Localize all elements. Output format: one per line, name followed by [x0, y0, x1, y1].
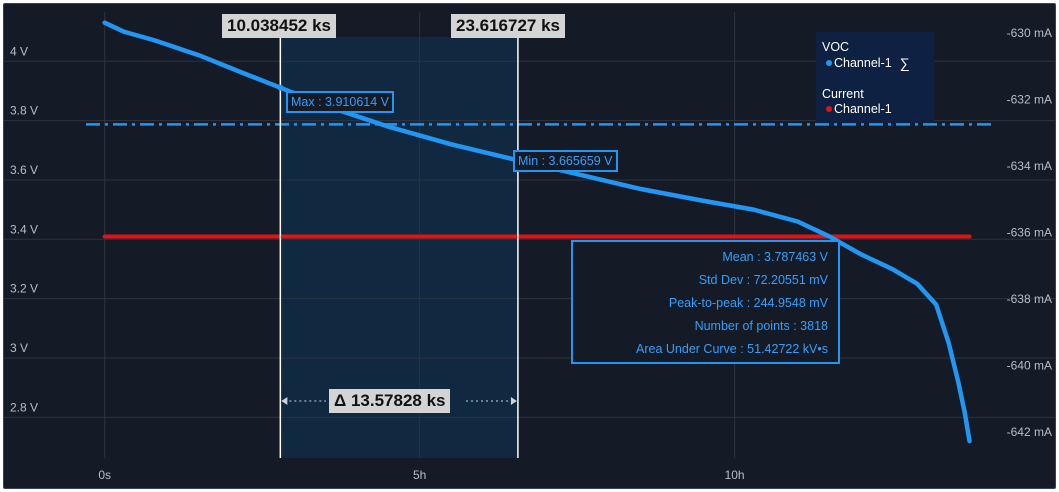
stat-std-dev: Std Dev : 72.20551 mV [698, 273, 828, 287]
legend-item-label: Channel-1 [834, 56, 892, 70]
y-tick-label-left: 2.8 V [10, 400, 38, 414]
y-tick-label-left: 3 V [10, 341, 28, 355]
series-color-dot [826, 106, 832, 112]
y-tick-label-right: -636 mA [1007, 226, 1052, 240]
cursor-label-1[interactable]: 10.038452 ks [222, 14, 336, 38]
series-voc-channel-1 [102, 20, 972, 444]
stat-number-of-points: Number of points : 3818 [694, 319, 828, 333]
series-color-dot [826, 60, 832, 66]
legend-item-current-channel-1[interactable]: Channel-1 [826, 102, 892, 116]
y-tick-label-right: -630 mA [1007, 26, 1052, 40]
y-tick-label-left: 3.6 V [10, 163, 38, 177]
legend-group-current: Current [822, 87, 864, 101]
x-tick-label: 5h [413, 468, 426, 482]
stat-mean: Mean : 3.787463 V [722, 250, 828, 264]
x-tick-label: 0s [98, 468, 111, 482]
stat-area-under-curve: Area Under Curve : 51.42722 kV•s [636, 342, 828, 356]
legend-group-voc: VOC [822, 40, 850, 54]
y-tick-label-right: -642 mA [1007, 425, 1052, 439]
statistics-box: Mean : 3.787463 V Std Dev : 72.20551 mV … [571, 240, 840, 364]
y-tick-label-right: -638 mA [1007, 292, 1052, 306]
y-tick-label-left: 3.4 V [10, 222, 38, 236]
sigma-icon[interactable]: ∑ [899, 55, 910, 71]
x-tick-label: 10h [725, 468, 745, 482]
stat-peak-to-peak: Peak-to-peak : 244.9548 mV [668, 296, 828, 310]
y-tick-label-left: 3.2 V [10, 282, 38, 296]
y-tick-label-left: 4 V [10, 44, 28, 58]
chart-canvas: 4 V 3.8 V 3.6 V 3.4 V 3.2 V 3 V 2.8 V -630 mA -6… [4, 12, 1055, 482]
y-tick-label-left: 3.8 V [10, 104, 38, 118]
y-tick-label-right: -632 mA [1007, 93, 1052, 107]
max-marker-label: Max : 3.910614 V [286, 91, 394, 113]
y-tick-label-right: -640 mA [1007, 359, 1052, 373]
delta-label: Δ 13.57828 ks [329, 389, 451, 413]
arrowhead-left-icon [281, 397, 288, 405]
legend-item-label: Channel-1 [834, 102, 892, 116]
legend-item-voc-channel-1[interactable]: Channel-1 ∑ [826, 56, 910, 70]
cursor-label-2[interactable]: 23.616727 ks [451, 14, 565, 38]
arrowhead-right-icon [510, 397, 517, 405]
max-marker-point [277, 84, 284, 91]
min-marker-label: Min : 3.665659 V [513, 150, 618, 172]
chart-panel: 4 V 3.8 V 3.6 V 3.4 V 3.2 V 3 V 2.8 V -630 mA -6… [3, 3, 1056, 489]
y-tick-label-right: -634 mA [1007, 159, 1052, 173]
legend[interactable]: VOC Channel-1 ∑ Current Channel-1 [816, 32, 934, 123]
